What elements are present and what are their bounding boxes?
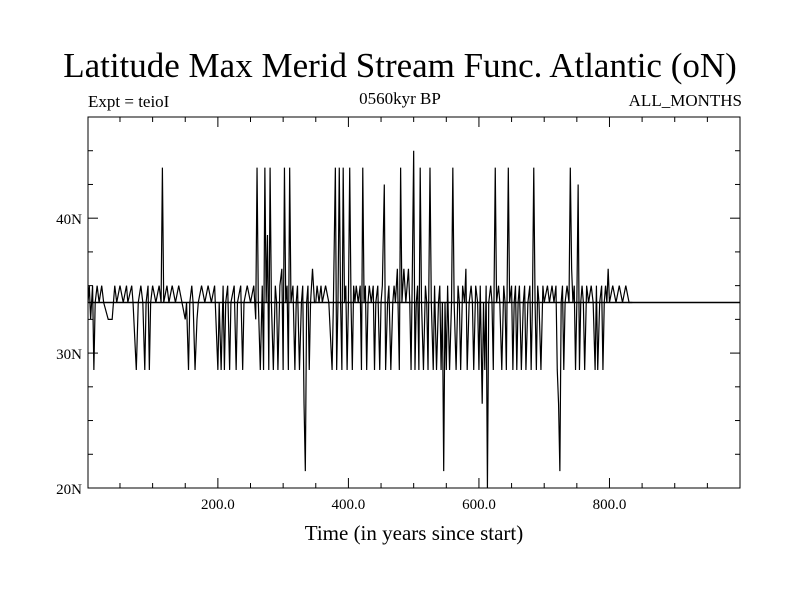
series-line: [87, 150, 633, 489]
y-tick-label: 40N: [56, 212, 82, 228]
y-tick-label: 30N: [56, 347, 82, 363]
chart-title: Latitude Max Merid Stream Func. Atlantic…: [63, 46, 737, 85]
x-axis-label: Time (in years since start): [305, 521, 524, 545]
axis-layer: 200.0 400.0 600.0 800.0 20N 30N 40N: [56, 117, 740, 513]
y-tick-label: 20N: [56, 482, 82, 498]
months-label: ALL_MONTHS: [628, 91, 742, 110]
series-layer: [87, 150, 740, 489]
x-tick-label: 200.0: [201, 497, 235, 513]
x-tick-label: 400.0: [332, 497, 366, 513]
plot-frame: [87, 116, 741, 489]
x-tick-label: 800.0: [593, 497, 627, 513]
experiment-label: Expt = teioI: [88, 92, 170, 111]
x-tick-label: 600.0: [462, 497, 496, 513]
period-label: 0560kyr BP: [359, 89, 441, 108]
